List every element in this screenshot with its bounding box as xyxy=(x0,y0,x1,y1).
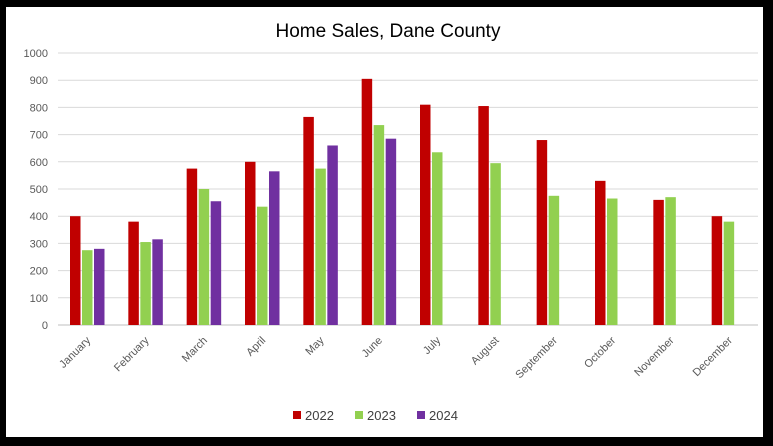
bar-2023-august xyxy=(490,163,501,325)
bar-2022-july xyxy=(420,104,431,326)
bar-2022-april xyxy=(245,161,256,325)
bar-2022-august xyxy=(478,106,489,325)
legend-label-2024: 2024 xyxy=(429,408,458,423)
x-tick-label: February xyxy=(112,334,152,374)
x-tick-label: October xyxy=(582,334,618,370)
x-tick-label: August xyxy=(469,335,502,368)
bar-2023-september xyxy=(548,195,560,325)
legend-swatch-2022 xyxy=(293,411,301,419)
bar-2023-may xyxy=(315,168,326,325)
bar-2022-october xyxy=(595,180,606,325)
y-tick-label: 800 xyxy=(30,102,48,114)
legend: 2022 2023 2024 xyxy=(293,408,458,423)
bar-2024-june xyxy=(385,138,397,325)
bar-2022-december xyxy=(711,216,723,325)
x-tick-label: May xyxy=(303,334,327,358)
bar-2022-march xyxy=(186,168,198,325)
y-tick-label: 400 xyxy=(30,211,48,223)
bar-2023-june xyxy=(373,125,385,325)
legend-swatch-2023 xyxy=(355,411,363,419)
bar-2024-january xyxy=(94,248,105,325)
x-tick-label: November xyxy=(632,334,677,379)
gridlines xyxy=(58,52,758,326)
bar-2022-june xyxy=(361,78,373,325)
bar-2024-april xyxy=(269,171,280,325)
y-tick-label: 500 xyxy=(30,184,48,196)
x-tick-label: April xyxy=(244,335,268,359)
bar-2022-february xyxy=(128,221,139,325)
bar-2023-october xyxy=(607,198,618,325)
bar-2023-february xyxy=(140,242,151,325)
bar-2022-september xyxy=(536,140,548,325)
bar-2023-december xyxy=(723,221,735,325)
chart-title: Home Sales, Dane County xyxy=(276,21,501,42)
bar-2023-july xyxy=(432,152,443,325)
y-tick-label: 300 xyxy=(30,238,48,250)
legend-label-2023: 2023 xyxy=(367,408,396,423)
y-tick-label: 700 xyxy=(30,130,48,142)
bar-2022-january xyxy=(70,216,81,325)
bars xyxy=(70,78,735,326)
legend-label-2022: 2022 xyxy=(305,408,334,423)
bar-2023-january xyxy=(82,250,93,325)
bar-2022-may xyxy=(303,116,314,325)
y-tick-label: 100 xyxy=(30,293,48,305)
x-tick-label: June xyxy=(360,335,385,360)
x-axis-ticks: January February March April May June July Augu… xyxy=(57,334,735,381)
x-tick-label: July xyxy=(421,334,444,357)
bar-2024-may xyxy=(327,145,338,325)
y-tick-label: 1000 xyxy=(24,48,48,60)
bar-2024-march xyxy=(210,201,222,325)
bar-2023-march xyxy=(198,189,210,325)
bar-2024-february xyxy=(152,239,163,325)
y-tick-label: 0 xyxy=(42,320,48,332)
y-tick-label: 600 xyxy=(30,157,48,169)
y-tick-label: 900 xyxy=(30,75,48,87)
bar-2022-november xyxy=(653,199,664,325)
bar-2023-november xyxy=(665,197,676,325)
x-tick-label: March xyxy=(180,335,210,365)
x-tick-label: January xyxy=(57,334,94,371)
y-axis-ticks: 0 100 200 300 400 500 600 700 800 900 1000 xyxy=(24,48,48,332)
bar-chart: Home Sales, Dane County 0 100 200 300 400 500… xyxy=(24,21,758,423)
x-tick-label: December xyxy=(691,334,736,379)
chart-panel: Home Sales, Dane County 0 100 200 300 400 500… xyxy=(6,7,763,437)
x-tick-label: September xyxy=(513,334,560,381)
legend-swatch-2024 xyxy=(417,411,425,419)
bar-2023-april xyxy=(257,206,268,325)
y-tick-label: 200 xyxy=(30,266,48,278)
